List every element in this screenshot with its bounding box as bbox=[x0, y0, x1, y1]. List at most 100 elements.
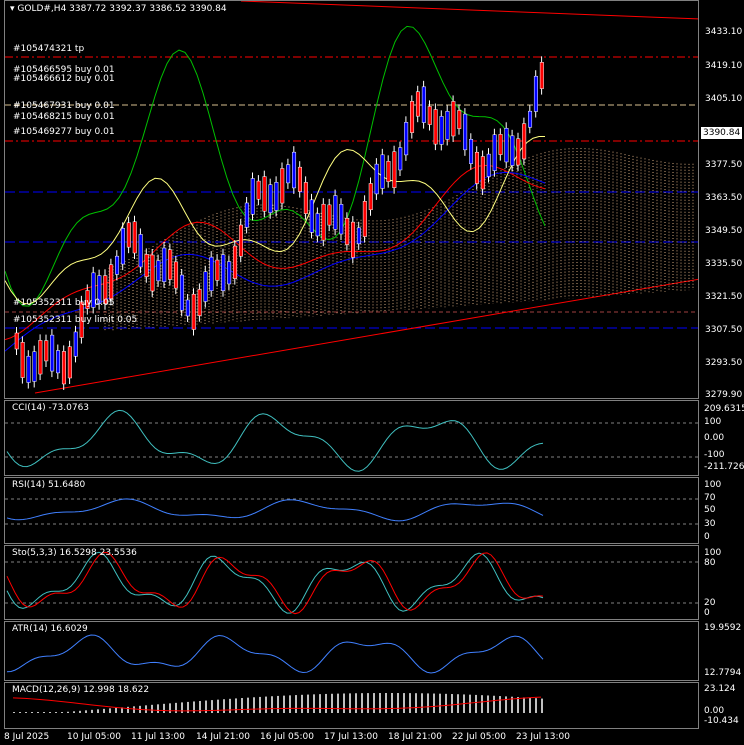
candle-body bbox=[398, 147, 403, 171]
order-label-buy-4[interactable]: #105468215 buy 0.01 bbox=[13, 112, 115, 122]
candle-body bbox=[156, 260, 161, 282]
time-tick: 10 Jul 05:00 bbox=[67, 732, 121, 742]
price-chart[interactable] bbox=[5, 1, 699, 399]
order-label-buy-limit[interactable]: #105352311 buy limit 0.05 bbox=[13, 315, 138, 325]
cci-line bbox=[6, 409, 544, 472]
macd-histogram-bar bbox=[103, 708, 105, 713]
rsi-axis-label: 50 bbox=[704, 505, 716, 515]
stochastic-title: Sto(5,3,3) 16.5298 23.5536 bbox=[12, 548, 137, 558]
time-tick: 8 Jul 2025 bbox=[4, 732, 50, 742]
order-label-buy-3[interactable]: #105467931 buy 0.01 bbox=[13, 101, 115, 111]
candle-body bbox=[126, 222, 131, 248]
macd-histogram-bar bbox=[373, 693, 375, 713]
atr-axis-label: 19.9592 bbox=[704, 623, 742, 633]
candle-body bbox=[380, 154, 385, 189]
candle-body bbox=[115, 255, 120, 275]
candle-body bbox=[274, 182, 279, 211]
macd-histogram-bar bbox=[109, 708, 111, 713]
symbol-label: GOLD#,H4 bbox=[17, 4, 67, 14]
macd-pane[interactable]: MACD(12,26,9) 12.998 18.622 bbox=[4, 682, 699, 729]
macd-histogram-bar bbox=[127, 706, 129, 713]
order-label-tp[interactable]: #105474321 tp bbox=[13, 44, 85, 54]
cci-axis-label: 209.6315 bbox=[704, 404, 744, 414]
macd-histogram-bar bbox=[97, 709, 99, 713]
price-tick: 3335.50 bbox=[705, 259, 743, 269]
macd-histogram-bar bbox=[13, 712, 15, 713]
candle-body bbox=[309, 199, 314, 233]
macd-histogram-bar bbox=[151, 704, 153, 713]
macd-axis-label: 0.00 bbox=[704, 706, 725, 716]
candle-body bbox=[469, 139, 474, 164]
candle-body bbox=[421, 86, 426, 123]
candle-body bbox=[374, 163, 379, 195]
candle-body bbox=[32, 351, 37, 382]
macd-histogram-bar bbox=[415, 693, 417, 713]
cci-axis-label: -211.7269 bbox=[704, 462, 744, 472]
macd-histogram-bar bbox=[403, 693, 405, 713]
price-pane[interactable]: ▾ GOLD#,H4 3387.72 3392.37 3386.52 3390.… bbox=[4, 0, 699, 399]
macd-histogram-bar bbox=[493, 695, 495, 713]
candle-body bbox=[168, 249, 173, 280]
macd-histogram-bar bbox=[61, 712, 63, 713]
stochastic-signal-line bbox=[6, 552, 544, 615]
candle-body bbox=[215, 259, 220, 281]
macd-histogram-bar bbox=[331, 693, 333, 713]
macd-histogram-bar bbox=[211, 700, 213, 713]
candle-body bbox=[303, 182, 308, 214]
macd-histogram-bar bbox=[253, 697, 255, 713]
rsi-axis-label: 30 bbox=[704, 519, 716, 529]
order-label-buy-6[interactable]: #105352311 buy 0.05 bbox=[13, 298, 115, 308]
macd-histogram-bar bbox=[79, 710, 81, 713]
candle-body bbox=[67, 346, 72, 379]
rsi-pane[interactable]: RSI(14) 51.6480 bbox=[4, 477, 699, 544]
candle-body bbox=[185, 299, 190, 317]
candle-body bbox=[333, 195, 338, 230]
collapse-triangle-icon[interactable]: ▾ bbox=[10, 4, 18, 14]
price-tick: 3293.50 bbox=[705, 358, 743, 368]
time-axis[interactable]: 8 Jul 2025 10 Jul 05:00 11 Jul 13:00 14 … bbox=[0, 730, 744, 745]
time-tick: 17 Jul 13:00 bbox=[324, 732, 378, 742]
current-price-tag: 3390.84 bbox=[700, 126, 744, 140]
macd-histogram-bar bbox=[181, 702, 183, 713]
candle-body bbox=[297, 166, 302, 192]
ohlc-values: 3387.72 3392.37 3386.52 3390.84 bbox=[69, 4, 227, 14]
macd-histogram-bar bbox=[25, 712, 27, 713]
atr-axis-label: 12.7794 bbox=[704, 668, 742, 678]
order-label-buy-2[interactable]: #105466612 buy 0.01 bbox=[13, 74, 115, 84]
macd-histogram-bar bbox=[319, 694, 321, 713]
macd-histogram-bar bbox=[427, 693, 429, 713]
candle-body bbox=[339, 204, 344, 235]
candle-body bbox=[233, 245, 238, 279]
trend-line-upper bbox=[240, 1, 698, 20]
candle-body bbox=[138, 234, 143, 268]
macd-histogram-bar bbox=[121, 707, 123, 713]
macd-histogram-bar bbox=[325, 693, 327, 713]
stochastic-pane[interactable]: Sto(5,3,3) 16.5298 23.5536 bbox=[4, 545, 699, 620]
macd-histogram-bar bbox=[43, 712, 45, 713]
macd-histogram-bar bbox=[439, 693, 441, 713]
macd-histogram-bar bbox=[289, 695, 291, 713]
candle-body bbox=[20, 342, 25, 378]
rsi-line bbox=[6, 498, 544, 522]
cci-axis: 209.6315 100 0.00 -100 -211.7269 bbox=[700, 400, 744, 476]
cci-axis-label: 100 bbox=[704, 417, 722, 427]
macd-histogram-bar bbox=[385, 693, 387, 713]
candle-body bbox=[492, 134, 497, 171]
cci-pane[interactable]: CCI(14) -73.0763 bbox=[4, 400, 699, 476]
atr-indicator-chart bbox=[6, 634, 544, 674]
candle-body bbox=[85, 290, 90, 309]
atr-pane[interactable]: ATR(14) 16.6029 bbox=[4, 621, 699, 681]
order-label-buy-5[interactable]: #105469277 buy 0.01 bbox=[13, 127, 115, 137]
candle-body bbox=[209, 256, 214, 292]
price-tick: 3363.50 bbox=[705, 193, 743, 203]
time-tick: 18 Jul 21:00 bbox=[388, 732, 442, 742]
symbol-ohlc-header: ▾ GOLD#,H4 3387.72 3392.37 3386.52 3390.… bbox=[10, 4, 227, 14]
order-label-buy-1[interactable]: #105466595 buy 0.01 bbox=[13, 65, 115, 75]
macd-histogram-bar bbox=[481, 695, 483, 713]
macd-histogram-bar bbox=[475, 694, 477, 713]
macd-histogram-bar bbox=[523, 697, 525, 713]
price-axis[interactable]: 3433.10 3419.10 3405.10 3377.50 3363.50 … bbox=[700, 0, 744, 400]
rsi-title: RSI(14) 51.6480 bbox=[12, 480, 86, 490]
candle-body bbox=[480, 156, 485, 190]
